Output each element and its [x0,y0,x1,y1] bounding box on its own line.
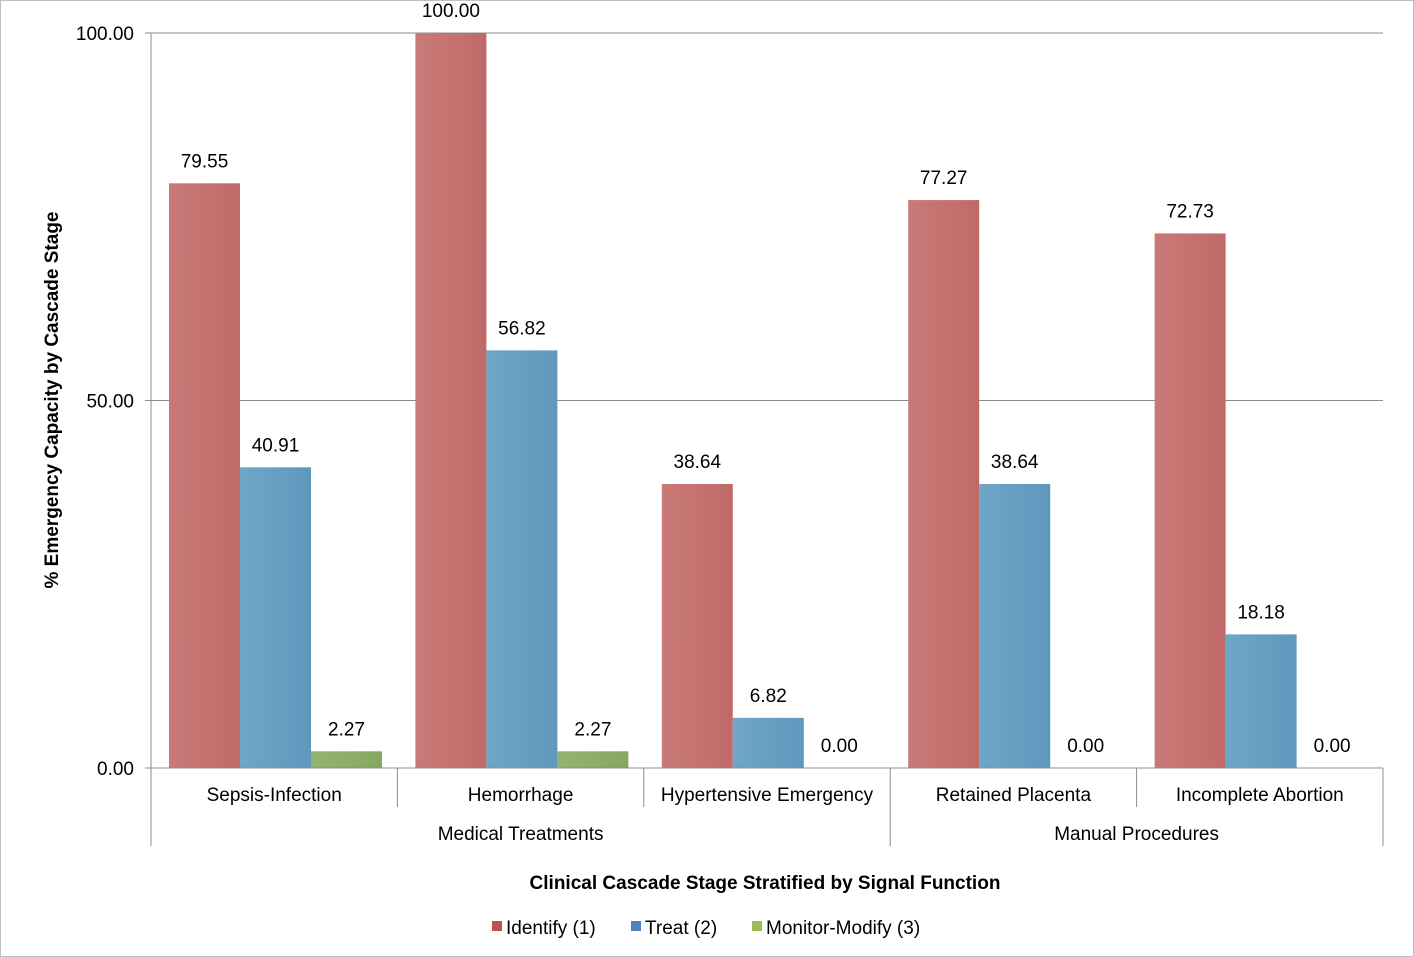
bar-2-1 [557,751,629,768]
data-label-1-2: 6.82 [750,686,787,707]
bar-1-2 [732,717,804,768]
bar-0-4 [1154,233,1226,768]
data-label-1-0: 40.91 [252,435,300,456]
data-label-2-0: 2.27 [328,719,365,740]
data-label-0-1: 100.00 [422,1,480,22]
bar-0-1 [415,33,487,768]
legend: Identify (1) Treat (2) Monitor-Modify (3) [492,918,920,939]
category-label-1: Hemorrhage [468,785,574,806]
data-label-0-2: 38.64 [674,452,722,473]
category-label-2: Hypertensive Emergency [661,785,874,806]
data-label-0-0: 79.55 [181,151,229,172]
legend-label-1: Treat (2) [645,918,717,939]
category-label-4: Incomplete Abortion [1176,785,1344,806]
y-axis-title: % Emergency Capacity by Cascade Stage [42,211,63,588]
bar-2-0 [311,751,382,768]
bar-0-2 [661,483,733,768]
bar-1-3 [979,483,1051,768]
data-label-1-4: 18.18 [1237,602,1285,623]
bar-1-0 [240,467,311,768]
legend-swatch-2 [752,921,762,931]
y-tick-label-1: 50.00 [86,392,134,413]
group-label-1: Manual Procedures [1054,824,1219,845]
data-label-2-2: 0.00 [821,736,858,757]
bar-0-3 [908,200,980,769]
data-label-2-1: 2.27 [574,719,611,740]
data-label-1-1: 56.82 [498,318,546,339]
data-label-2-4: 0.00 [1314,736,1351,757]
bar-1-4 [1225,634,1297,768]
category-label-3: Retained Placenta [936,785,1092,806]
y-tick-label-2: 100.00 [76,24,134,45]
bar-0-0 [169,183,240,768]
axes: 0.00 50.00 100.00 Sepsis-Infection Hemorrhag… [76,24,1384,846]
bars [169,33,1297,769]
category-label-0: Sepsis-Infection [207,785,342,806]
data-label-0-4: 72.73 [1166,201,1214,222]
data-label-1-3: 38.64 [991,452,1039,473]
legend-swatch-0 [492,921,502,931]
legend-label-0: Identify (1) [506,918,596,939]
legend-swatch-1 [631,921,641,931]
x-axis-title: Clinical Cascade Stage Stratified by Sig… [530,873,1001,894]
y-tick-label-0: 0.00 [97,759,134,780]
data-labels: 79.55 100.00 38.64 77.27 72.73 40.91 56.82 6.82… [181,1,1351,757]
data-label-2-3: 0.00 [1067,736,1104,757]
bar-1-1 [486,350,558,768]
legend-label-2: Monitor-Modify (3) [766,918,920,939]
group-label-0: Medical Treatments [438,824,604,845]
data-label-0-3: 77.27 [920,168,968,189]
